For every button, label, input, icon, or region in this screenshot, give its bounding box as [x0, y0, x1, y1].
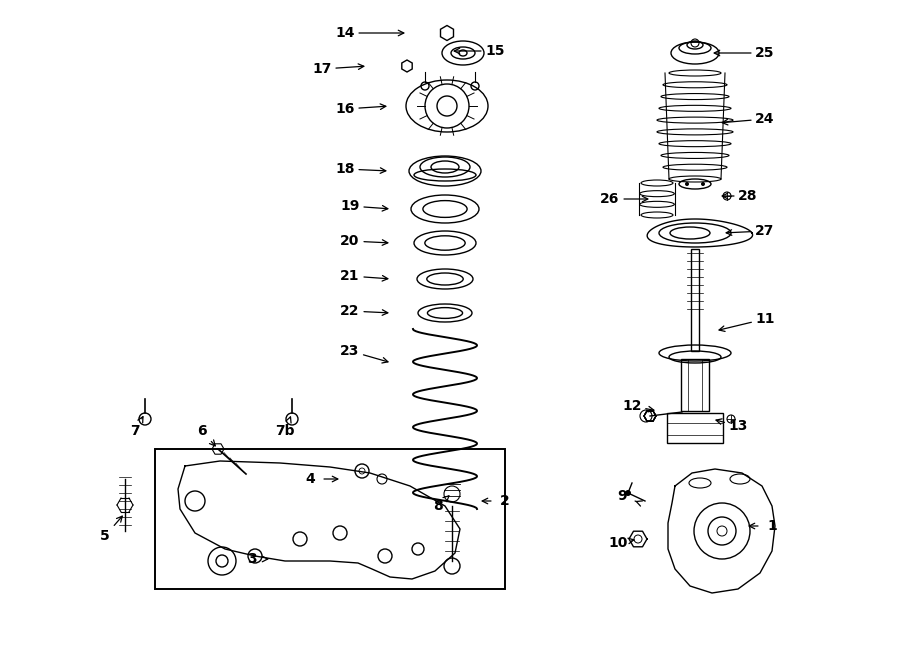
Text: 25: 25 [755, 46, 775, 60]
Text: 18: 18 [335, 162, 355, 176]
Text: 1: 1 [767, 519, 777, 533]
Text: 5: 5 [100, 529, 110, 543]
Text: 12: 12 [622, 399, 642, 413]
Text: 13: 13 [728, 419, 748, 433]
Bar [691, 249, 699, 351]
Text: 19: 19 [340, 199, 360, 213]
Circle shape [685, 182, 689, 186]
Text: 4: 4 [305, 472, 315, 486]
Bar [681, 359, 709, 411]
Text: 21: 21 [340, 269, 360, 283]
Text: 8: 8 [433, 499, 443, 513]
Text: 23: 23 [340, 344, 360, 358]
Text: 2: 2 [500, 494, 510, 508]
Text: 10: 10 [608, 536, 627, 550]
Text: 7: 7 [130, 424, 140, 438]
Text: 7b: 7b [275, 424, 295, 438]
Text: 3: 3 [248, 552, 256, 566]
Text: 6: 6 [197, 424, 207, 438]
Text: 11: 11 [755, 312, 775, 326]
Bar [155, 449, 505, 589]
Text: 28: 28 [738, 189, 758, 203]
Bar [667, 413, 723, 443]
Text: 27: 27 [755, 224, 775, 238]
Text: 14: 14 [335, 26, 355, 40]
Text: 26: 26 [600, 192, 620, 206]
Circle shape [701, 182, 705, 186]
Text: 22: 22 [340, 304, 360, 318]
Circle shape [625, 490, 631, 496]
Text: 16: 16 [336, 102, 355, 116]
Text: 9: 9 [617, 489, 626, 503]
Text: 15: 15 [485, 44, 505, 58]
Text: 20: 20 [340, 234, 360, 248]
Text: 24: 24 [755, 112, 775, 126]
Text: 17: 17 [312, 62, 332, 76]
